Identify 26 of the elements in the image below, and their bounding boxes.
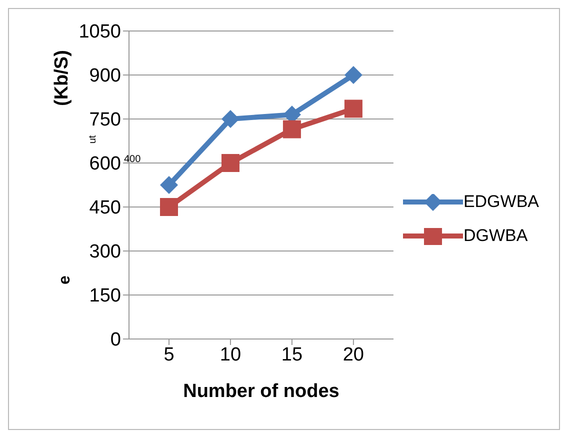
legend-label: DGWBA: [463, 226, 528, 245]
x-tick-label: 10: [220, 344, 242, 366]
x-tick-label: 15: [281, 344, 303, 366]
y-axis-title: (Kb/S): [51, 50, 72, 106]
text: e: [56, 276, 74, 284]
point: [221, 154, 240, 172]
point: [160, 176, 178, 194]
y-tick-label: 450: [89, 198, 121, 219]
y-tick-label: 300: [89, 242, 121, 263]
y-tick-label: 600: [89, 154, 121, 175]
point: [282, 120, 301, 138]
legend-label: EDGWBA: [463, 192, 539, 211]
x-tick-label: 5: [164, 344, 174, 366]
y-tick-label: 0: [110, 330, 121, 351]
y-tick-label: 150: [89, 286, 121, 307]
point: [160, 198, 178, 216]
annotation: 400: [124, 154, 141, 165]
point: [344, 66, 362, 84]
text: ut: [88, 135, 99, 144]
x-axis-title: Number of nodes: [183, 381, 340, 402]
point: [344, 100, 362, 118]
x-tick-label: 20: [342, 344, 364, 366]
point: [221, 110, 240, 128]
y-tick-label: 900: [89, 66, 121, 87]
y-tick-label: 750: [89, 110, 121, 131]
y-tick-label: 1050: [78, 22, 121, 43]
